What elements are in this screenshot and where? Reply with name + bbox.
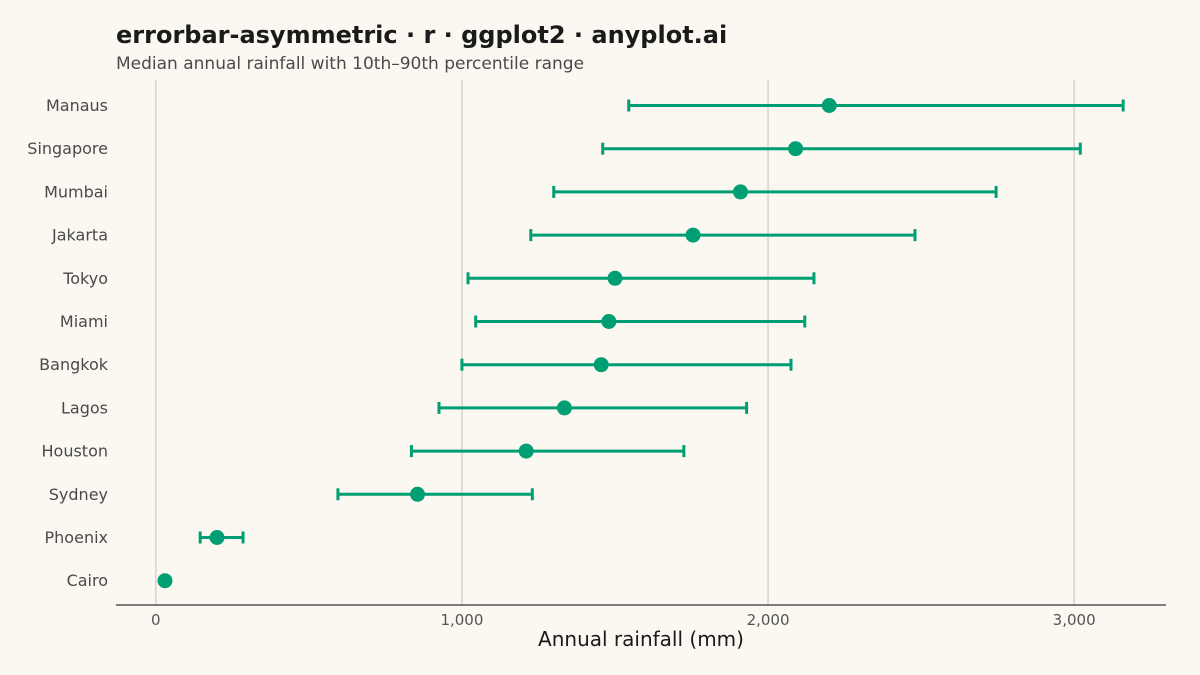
error-bar — [529, 229, 917, 242]
median-point — [788, 141, 804, 157]
category-label: Houston — [42, 442, 109, 461]
category-label: Mumbai — [44, 182, 108, 201]
chart-subtitle: Median annual rainfall with 10th–90th pe… — [116, 54, 584, 74]
error-bar — [437, 401, 749, 414]
median-points — [157, 98, 837, 589]
category-label: Manaus — [46, 96, 108, 115]
grid — [155, 80, 1075, 605]
median-point — [607, 270, 623, 286]
median-point — [601, 314, 617, 329]
category-label: Bangkok — [39, 355, 109, 374]
error-bar — [460, 358, 793, 371]
error-bar — [627, 99, 1125, 112]
median-point — [410, 486, 426, 502]
error-bar — [409, 445, 686, 458]
median-point — [518, 443, 534, 459]
error-bar — [336, 488, 534, 501]
x-axis-title: Annual rainfall (mm) — [538, 627, 744, 651]
error-bar — [474, 315, 807, 328]
x-tick-label: 1,000 — [440, 611, 483, 629]
x-tick-label: 2,000 — [747, 611, 790, 629]
category-label: Lagos — [61, 398, 108, 417]
category-label: Sydney — [49, 485, 108, 504]
median-point — [732, 184, 748, 200]
median-point — [685, 227, 701, 243]
category-label: Tokyo — [62, 269, 108, 288]
error-bar — [466, 272, 816, 285]
median-point — [556, 400, 572, 416]
error-bars — [161, 99, 1125, 587]
median-point — [821, 98, 837, 113]
median-point — [209, 530, 225, 545]
x-tick-label: 3,000 — [1053, 611, 1096, 629]
x-tick-label: 0 — [151, 611, 161, 629]
chart-title: errorbar-asymmetric · r · ggplot2 · anyp… — [116, 21, 727, 49]
x-tick-labels: 0 1,000 2,000 3,000 — [151, 611, 1096, 629]
category-labels: Manaus Singapore Mumbai Jakarta Tokyo Miami Ba… — [27, 96, 108, 590]
error-bar — [552, 185, 998, 198]
category-label: Singapore — [27, 139, 108, 158]
category-label: Jakarta — [51, 226, 108, 245]
median-point — [157, 573, 173, 589]
category-label: Phoenix — [45, 528, 108, 547]
error-bar — [601, 142, 1082, 155]
category-label: Miami — [60, 312, 108, 331]
category-label: Cairo — [67, 571, 108, 590]
median-point — [593, 357, 609, 373]
